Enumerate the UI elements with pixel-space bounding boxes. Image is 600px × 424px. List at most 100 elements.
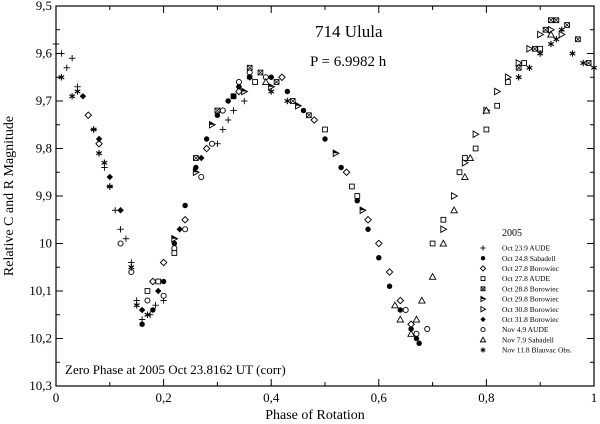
data-point xyxy=(219,107,226,114)
data-point xyxy=(564,22,570,28)
data-point xyxy=(236,84,242,90)
data-point xyxy=(451,192,459,200)
data-point xyxy=(515,74,522,81)
data-point xyxy=(235,78,242,86)
data-point xyxy=(241,97,248,105)
data-point xyxy=(546,30,555,38)
data-point xyxy=(117,226,124,233)
data-point xyxy=(354,193,361,199)
legend-entry: Oct 24.8 Sabadell xyxy=(502,254,556,263)
y-tick-label: 10 xyxy=(39,236,52,251)
data-point xyxy=(332,149,340,158)
data-point xyxy=(359,206,367,215)
legend-entry: Oct 31.8 Borowiec xyxy=(502,315,560,324)
legend-marker xyxy=(480,327,486,333)
y-tick-label: 9,8 xyxy=(36,141,52,156)
data-point xyxy=(402,306,409,314)
data-point xyxy=(63,64,70,71)
data-point xyxy=(95,135,103,143)
data-point xyxy=(171,240,178,247)
data-point xyxy=(472,130,480,139)
data-point xyxy=(159,258,168,267)
data-point xyxy=(246,74,253,81)
y-tick-label: 9,9 xyxy=(36,188,52,203)
legend-marker xyxy=(480,276,486,281)
data-point xyxy=(69,93,76,100)
data-point xyxy=(385,268,394,276)
data-point xyxy=(424,325,431,333)
y-axis-title: Relative C and R Magnitude xyxy=(2,116,17,276)
data-point xyxy=(413,335,420,342)
data-point xyxy=(278,73,286,82)
y-tick-label: 10,2 xyxy=(29,331,52,346)
legend-marker xyxy=(480,305,487,313)
y-tick-label: 9,6 xyxy=(36,46,53,61)
data-point xyxy=(429,240,436,247)
data-point xyxy=(494,102,501,109)
data-point xyxy=(209,140,216,147)
data-point xyxy=(241,87,249,96)
data-point xyxy=(58,74,65,81)
data-point xyxy=(376,255,382,261)
data-point xyxy=(95,139,103,148)
data-point xyxy=(117,240,124,247)
data-point xyxy=(219,126,226,133)
data-point xyxy=(261,77,270,86)
legend-entry: Oct 28.8 Borowiec xyxy=(502,284,560,293)
x-tick-label: 0,2 xyxy=(155,390,171,405)
data-point xyxy=(193,155,199,161)
data-point xyxy=(171,245,178,252)
data-point xyxy=(224,116,232,124)
chart-subtitle: P = 6.9982 h xyxy=(310,54,387,70)
data-point xyxy=(575,36,581,43)
data-point xyxy=(390,301,399,309)
data-point xyxy=(450,206,459,214)
legend-entry: Oct 27.8 Borowiec xyxy=(502,264,560,273)
data-point xyxy=(68,55,76,62)
data-point xyxy=(440,225,448,234)
legend-entry: Oct 30.8 Borowiec xyxy=(502,305,560,314)
data-point xyxy=(160,278,167,285)
legend-entry: Oct 27.8 AUDE xyxy=(502,274,551,283)
data-point xyxy=(214,112,221,118)
legend-entry: Oct 29.8 Borowiec xyxy=(502,295,560,304)
data-point xyxy=(273,79,280,85)
data-point xyxy=(268,74,274,80)
legend-marker xyxy=(479,336,487,343)
data-point xyxy=(198,173,205,181)
data-point xyxy=(171,234,179,243)
data-point xyxy=(150,307,156,313)
data-point xyxy=(155,278,162,285)
data-point xyxy=(284,88,291,95)
data-point xyxy=(230,107,237,114)
plot-frame xyxy=(55,5,595,387)
data-point xyxy=(106,173,113,181)
data-point xyxy=(289,98,296,104)
data-point xyxy=(439,239,448,247)
data-point xyxy=(494,87,502,96)
data-point xyxy=(482,106,491,114)
data-point xyxy=(396,315,405,323)
data-point xyxy=(171,250,178,256)
data-point xyxy=(209,120,217,129)
legend-marker xyxy=(480,347,486,353)
data-point xyxy=(547,40,555,48)
x-axis-title: Phase of Rotation xyxy=(265,408,365,423)
data-point xyxy=(306,112,312,119)
data-point xyxy=(176,226,183,233)
data-point xyxy=(95,150,103,157)
data-point xyxy=(397,307,404,313)
data-point xyxy=(74,88,81,95)
legend-marker xyxy=(480,295,487,303)
legend-marker xyxy=(480,286,486,292)
legend-title: 2005 xyxy=(502,228,522,239)
data-point xyxy=(364,215,372,224)
data-point xyxy=(553,36,560,43)
data-point xyxy=(407,320,415,329)
data-point xyxy=(585,60,592,66)
data-point xyxy=(322,126,328,133)
data-point xyxy=(101,159,108,166)
data-point xyxy=(354,198,360,204)
